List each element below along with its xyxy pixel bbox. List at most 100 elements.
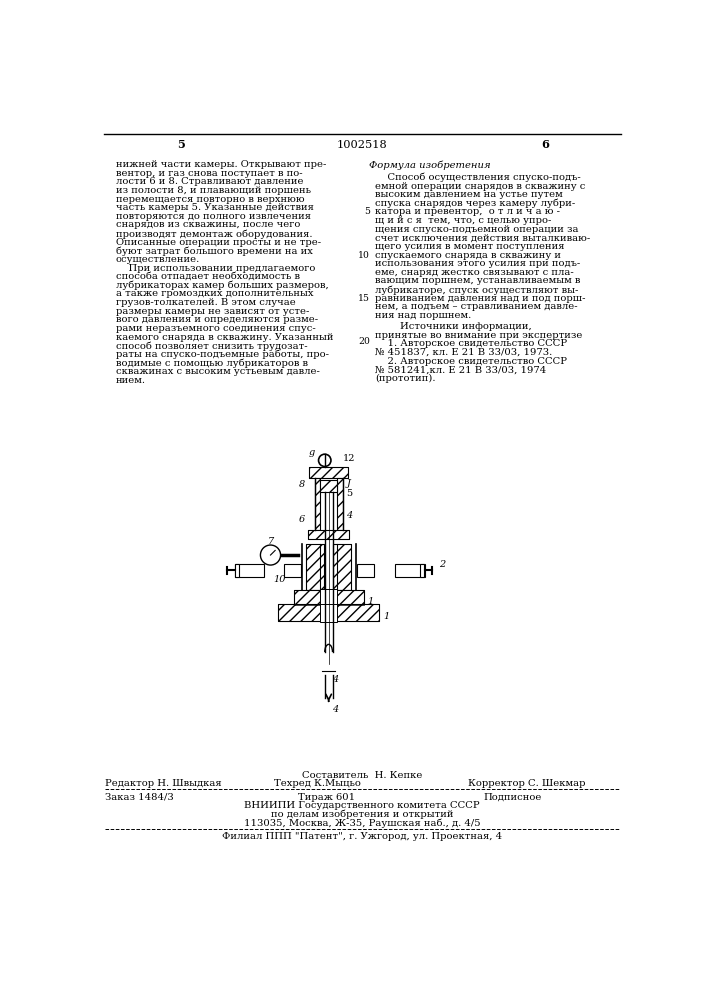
- Text: емной операции снарядов в скважину с: емной операции снарядов в скважину с: [375, 182, 585, 191]
- Bar: [305, 544, 325, 590]
- Text: повторяются до полного извлечения: повторяются до полного извлечения: [115, 212, 310, 221]
- Circle shape: [260, 545, 281, 565]
- Text: производят демонтаж оборудования.: производят демонтаж оборудования.: [115, 229, 312, 239]
- Bar: [337, 478, 343, 530]
- Text: водимые с помощью лубрикаторов в: водимые с помощью лубрикаторов в: [115, 358, 308, 368]
- Text: способ позволяет снизить трудозат-: способ позволяет снизить трудозат-: [115, 341, 307, 351]
- Text: Источники информации,: Источники информации,: [375, 322, 532, 331]
- Text: 20: 20: [358, 337, 370, 346]
- Text: 6: 6: [542, 139, 549, 150]
- Bar: [293, 590, 363, 605]
- Text: часть камеры 5. Указанные действия: часть камеры 5. Указанные действия: [115, 203, 313, 212]
- Text: спускаемого снаряда в скважину и: спускаемого снаряда в скважину и: [375, 251, 561, 260]
- Text: высоким давлением на устье путем: высоким давлением на устье путем: [375, 190, 563, 199]
- Text: по делам изобретения и открытий: по делам изобретения и открытий: [271, 810, 453, 819]
- Text: нем, а подъем – стравливанием давле-: нем, а подъем – стравливанием давле-: [375, 302, 578, 311]
- Text: Тираж 601: Тираж 601: [298, 793, 355, 802]
- Text: Филиал ППП "Патент", г. Ужгород, ул. Проектная, 4: Филиал ППП "Патент", г. Ужгород, ул. Про…: [222, 832, 502, 841]
- Text: 4: 4: [346, 511, 353, 520]
- Text: скважинах с высоким устьевым давле-: скважинах с высоким устьевым давле-: [115, 367, 320, 376]
- Text: Описанные операции просты и не тре-: Описанные операции просты и не тре-: [115, 238, 321, 247]
- Text: Заказ 1484/3: Заказ 1484/3: [105, 793, 174, 802]
- Text: 1: 1: [368, 597, 373, 606]
- Text: 12: 12: [343, 454, 355, 463]
- Text: (прототип).: (прототип).: [375, 374, 436, 383]
- Text: 11: 11: [341, 545, 353, 554]
- Text: g: g: [308, 448, 315, 457]
- Text: раты на спуско-подъемные работы, про-: раты на спуско-подъемные работы, про-: [115, 350, 329, 359]
- Text: лубрикаторе, спуск осуществляют вы-: лубрикаторе, спуск осуществляют вы-: [375, 285, 578, 295]
- Text: Способ осуществления спуско-подъ-: Способ осуществления спуско-подъ-: [375, 173, 581, 182]
- Text: № 451837, кл. Е 21 В 33/03, 1973.: № 451837, кл. Е 21 В 33/03, 1973.: [375, 348, 552, 357]
- Text: перемещается повторно в верхнюю: перемещается повторно в верхнюю: [115, 195, 304, 204]
- Bar: [308, 530, 349, 539]
- Bar: [235, 564, 239, 577]
- Text: 5: 5: [346, 489, 353, 498]
- Text: 8: 8: [299, 480, 305, 489]
- Text: Подписное: Подписное: [484, 793, 542, 802]
- Bar: [235, 564, 264, 577]
- Bar: [305, 544, 325, 590]
- Text: использования этого усилия при подъ-: использования этого усилия при подъ-: [375, 259, 580, 268]
- Bar: [356, 564, 373, 577]
- Text: из полости 8, и плавающий поршень: из полости 8, и плавающий поршень: [115, 186, 310, 195]
- Text: 2: 2: [438, 560, 445, 569]
- Bar: [337, 478, 343, 530]
- Text: лубрикаторах камер больших размеров,: лубрикаторах камер больших размеров,: [115, 281, 328, 290]
- Text: Редактор Н. Швыдкая: Редактор Н. Швыдкая: [105, 779, 222, 788]
- Text: снарядов из скважины, после чего: снарядов из скважины, после чего: [115, 220, 300, 229]
- Text: 6: 6: [299, 515, 305, 524]
- Bar: [333, 544, 351, 590]
- Text: вающим поршнем, устанавливаемым в: вающим поршнем, устанавливаемым в: [375, 276, 580, 285]
- Bar: [309, 467, 348, 478]
- Text: спуска снарядов через камеру лубри-: спуска снарядов через камеру лубри-: [375, 199, 575, 208]
- Text: равниванием давления над и под порш-: равниванием давления над и под порш-: [375, 294, 585, 303]
- Bar: [279, 604, 379, 621]
- Text: 10: 10: [358, 251, 370, 260]
- Text: 5: 5: [364, 207, 370, 216]
- Text: J: J: [346, 479, 351, 488]
- Bar: [284, 564, 300, 577]
- Text: принятые во внимание при экспертизе: принятые во внимание при экспертизе: [375, 331, 583, 340]
- Text: щения спуско-подъемной операции за: щения спуско-подъемной операции за: [375, 225, 578, 234]
- Text: 4: 4: [332, 705, 339, 714]
- Text: щего усилия в момент поступления: щего усилия в момент поступления: [375, 242, 565, 251]
- Circle shape: [319, 454, 331, 466]
- Text: 15: 15: [358, 294, 370, 303]
- Text: ния над поршнем.: ния над поршнем.: [375, 311, 472, 320]
- Bar: [315, 478, 320, 530]
- Text: еме, снаряд жестко связывают с пла-: еме, снаряд жестко связывают с пла-: [375, 268, 574, 277]
- Text: щ и й с я  тем, что, с целью упро-: щ и й с я тем, что, с целью упро-: [375, 216, 551, 225]
- Text: ВНИИПИ Государственного комитета СССР: ВНИИПИ Государственного комитета СССР: [244, 801, 480, 810]
- Text: буют затрат большого времени на их: буют затрат большого времени на их: [115, 246, 312, 256]
- Text: № 581241,кл. Е 21 В 33/03, 1974: № 581241,кл. Е 21 В 33/03, 1974: [375, 365, 547, 374]
- Text: Формула изобретения: Формула изобретения: [369, 160, 491, 170]
- Text: Техред К.Мыцьо: Техред К.Мыцьо: [274, 779, 361, 788]
- Text: 7: 7: [267, 537, 274, 546]
- Bar: [421, 564, 424, 577]
- Text: способа отпадает необходимость в: способа отпадает необходимость в: [115, 272, 300, 281]
- Text: При использовании предлагаемого: При использовании предлагаемого: [115, 264, 315, 273]
- Text: вентор, и газ снова поступает в по-: вентор, и газ снова поступает в по-: [115, 169, 302, 178]
- Bar: [320, 604, 337, 622]
- Bar: [309, 467, 348, 478]
- Text: рами неразъемного соединения спус-: рами неразъемного соединения спус-: [115, 324, 315, 333]
- Bar: [293, 590, 363, 605]
- Text: 10: 10: [274, 575, 286, 584]
- Text: Корректор С. Шекмар: Корректор С. Шекмар: [468, 779, 585, 788]
- Bar: [320, 480, 337, 492]
- Bar: [308, 530, 349, 539]
- Text: нием.: нием.: [115, 376, 146, 385]
- Text: нижней части камеры. Открывают пре-: нижней части камеры. Открывают пре-: [115, 160, 326, 169]
- Text: 4: 4: [332, 675, 339, 684]
- Text: 1: 1: [383, 612, 389, 621]
- Text: каемого снаряда в скважину. Указанный: каемого снаряда в скважину. Указанный: [115, 333, 333, 342]
- Bar: [279, 604, 379, 621]
- Text: 5: 5: [177, 139, 185, 150]
- Text: 113035, Москва, Ж-35, Раушская наб., д. 4/5: 113035, Москва, Ж-35, Раушская наб., д. …: [244, 818, 480, 828]
- Text: 1002518: 1002518: [337, 140, 387, 150]
- Bar: [315, 478, 320, 530]
- Text: осуществление.: осуществление.: [115, 255, 200, 264]
- Bar: [320, 480, 337, 492]
- Bar: [320, 589, 337, 606]
